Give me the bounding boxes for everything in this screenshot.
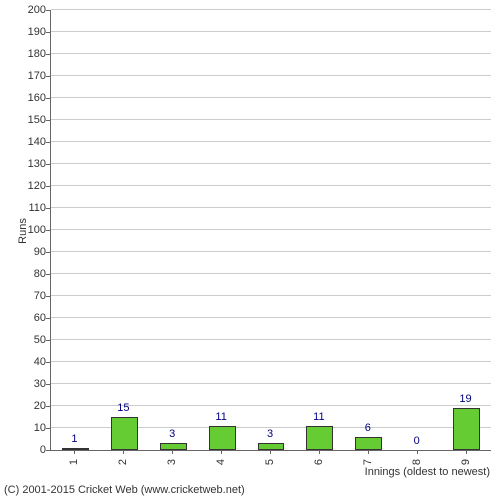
bar-value-label: 11 (313, 411, 324, 423)
y-tick-mark (46, 208, 50, 209)
grid-line (51, 339, 491, 340)
bar (209, 426, 236, 450)
bar (355, 437, 382, 450)
y-tick-mark (46, 406, 50, 407)
x-tick-label: 6 (313, 452, 325, 472)
x-tick-label: 7 (362, 452, 374, 472)
grid-line (51, 75, 491, 76)
grid-line (51, 31, 491, 32)
y-tick-mark (46, 428, 50, 429)
x-tick-label: 9 (460, 452, 472, 472)
x-tick-label: 5 (264, 452, 276, 472)
bar-value-label: 6 (365, 422, 371, 434)
y-tick-mark (46, 362, 50, 363)
y-tick-label: 30 (16, 378, 46, 390)
y-tick-label: 10 (16, 422, 46, 434)
y-tick-label: 190 (16, 26, 46, 38)
grid-line (51, 207, 491, 208)
y-tick-label: 70 (16, 290, 46, 302)
y-tick-label: 130 (16, 158, 46, 170)
y-tick-mark (46, 296, 50, 297)
y-tick-label: 80 (16, 268, 46, 280)
x-tick-label: 2 (117, 452, 129, 472)
x-tick-label: 4 (215, 452, 227, 472)
chart-container: Runs Innings (oldest to newest) (C) 2001… (0, 0, 500, 500)
y-tick-label: 200 (16, 4, 46, 16)
bar (258, 443, 285, 450)
bar-value-label: 0 (414, 435, 420, 447)
bar (62, 448, 89, 450)
grid-line (51, 9, 491, 10)
bar-value-label: 15 (117, 402, 129, 414)
bar-value-label: 19 (459, 393, 471, 405)
y-tick-label: 20 (16, 400, 46, 412)
y-tick-mark (46, 450, 50, 451)
y-tick-label: 110 (16, 202, 46, 214)
y-tick-mark (46, 384, 50, 385)
y-tick-label: 180 (16, 48, 46, 60)
x-tick-label: 3 (166, 452, 178, 472)
plot-area (50, 10, 491, 451)
y-tick-label: 160 (16, 92, 46, 104)
y-tick-mark (46, 76, 50, 77)
y-tick-mark (46, 252, 50, 253)
x-tick-label: 1 (68, 452, 80, 472)
y-tick-mark (46, 340, 50, 341)
grid-line (51, 97, 491, 98)
grid-line (51, 53, 491, 54)
y-tick-label: 120 (16, 180, 46, 192)
bar (453, 408, 480, 450)
y-tick-mark (46, 120, 50, 121)
y-tick-label: 60 (16, 312, 46, 324)
y-tick-label: 90 (16, 246, 46, 258)
y-tick-mark (46, 230, 50, 231)
y-tick-mark (46, 318, 50, 319)
y-tick-label: 100 (16, 224, 46, 236)
x-tick-label: 8 (411, 452, 423, 472)
y-tick-label: 170 (16, 70, 46, 82)
grid-line (51, 185, 491, 186)
grid-line (51, 119, 491, 120)
y-tick-mark (46, 98, 50, 99)
bar-value-label: 11 (215, 411, 226, 423)
grid-line (51, 317, 491, 318)
y-tick-label: 0 (16, 444, 46, 456)
copyright-text: (C) 2001-2015 Cricket Web (www.cricketwe… (4, 484, 245, 496)
y-tick-mark (46, 274, 50, 275)
grid-line (51, 383, 491, 384)
grid-line (51, 361, 491, 362)
grid-line (51, 141, 491, 142)
grid-line (51, 229, 491, 230)
grid-line (51, 295, 491, 296)
y-tick-mark (46, 186, 50, 187)
y-tick-label: 150 (16, 114, 46, 126)
y-tick-mark (46, 32, 50, 33)
grid-line (51, 163, 491, 164)
y-tick-label: 40 (16, 356, 46, 368)
y-tick-mark (46, 10, 50, 11)
bar-value-label: 1 (71, 433, 77, 445)
y-tick-label: 50 (16, 334, 46, 346)
bar-value-label: 3 (169, 428, 175, 440)
bar-value-label: 3 (267, 428, 273, 440)
grid-line (51, 273, 491, 274)
y-tick-label: 140 (16, 136, 46, 148)
grid-line (51, 251, 491, 252)
bar (111, 417, 138, 450)
y-tick-mark (46, 142, 50, 143)
y-tick-mark (46, 54, 50, 55)
y-tick-mark (46, 164, 50, 165)
bar (306, 426, 333, 450)
bar (160, 443, 187, 450)
